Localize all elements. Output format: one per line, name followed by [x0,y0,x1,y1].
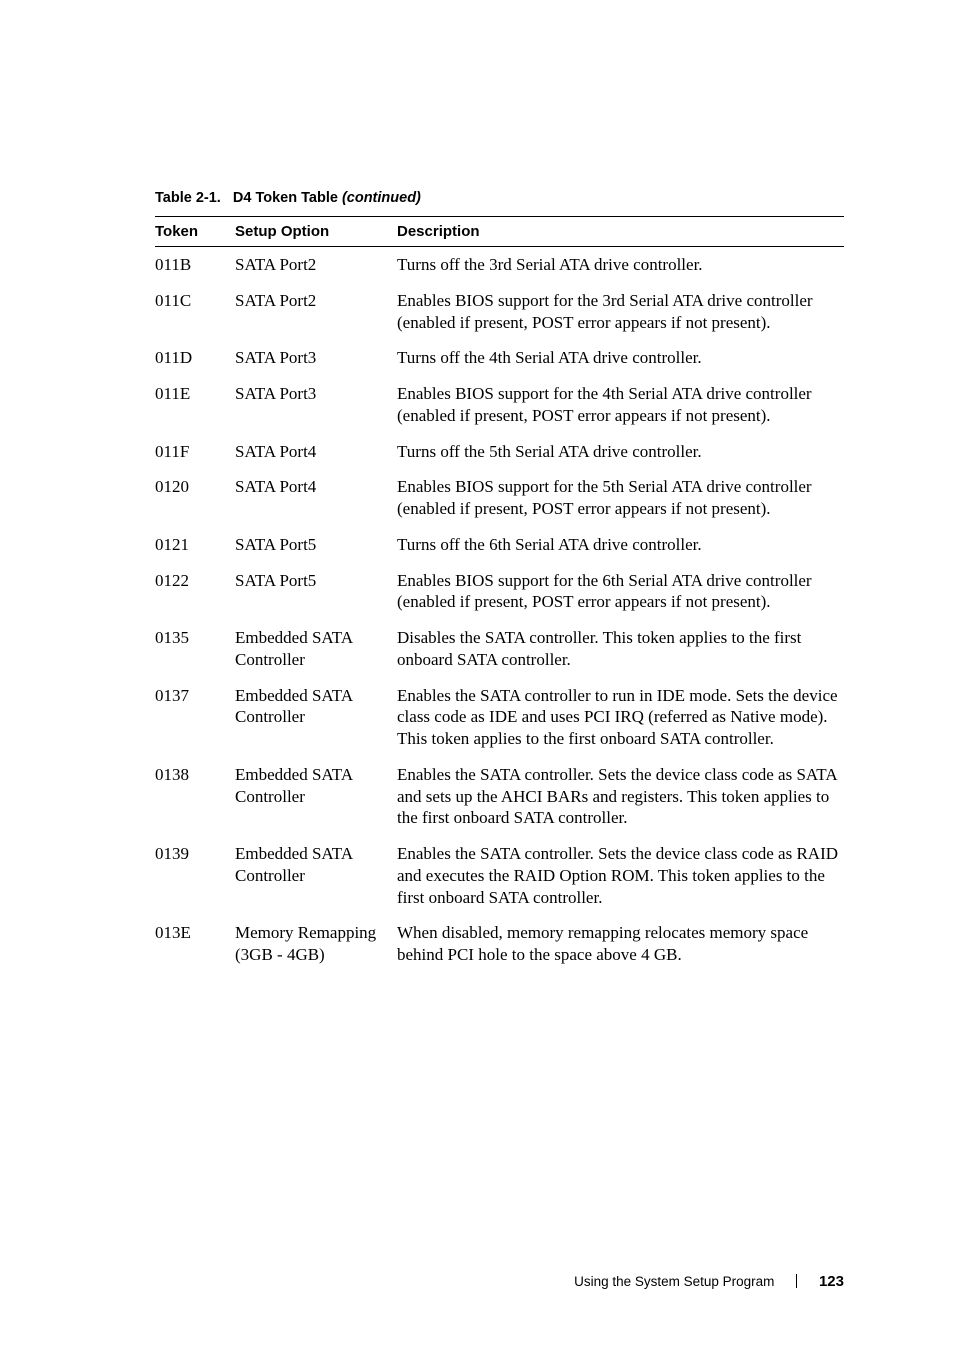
cell-setup: SATA Port5 [235,527,397,563]
caption-continued: (continued) [342,190,421,206]
table-header-row: Token Setup Option Description [155,217,844,247]
cell-token: 013E [155,915,235,973]
cell-setup: Embedded SATA Controller [235,620,397,678]
footer-separator [796,1274,797,1288]
cell-desc: Turns off the 6th Serial ATA drive contr… [397,527,844,563]
cell-token: 0137 [155,678,235,757]
cell-token: 0139 [155,836,235,915]
cell-token: 011D [155,340,235,376]
cell-setup: Embedded SATA Controller [235,757,397,836]
cell-desc: Turns off the 4th Serial ATA drive contr… [397,340,844,376]
header-token: Token [155,217,235,247]
table-row: 011C SATA Port2 Enables BIOS support for… [155,283,844,341]
cell-setup: Embedded SATA Controller [235,678,397,757]
table-row: 0121 SATA Port5 Turns off the 6th Serial… [155,527,844,563]
cell-setup: SATA Port3 [235,376,397,434]
cell-desc: Enables BIOS support for the 4th Serial … [397,376,844,434]
cell-token: 011F [155,434,235,470]
cell-desc: Disables the SATA controller. This token… [397,620,844,678]
cell-desc: Enables BIOS support for the 5th Serial … [397,469,844,527]
cell-setup: SATA Port5 [235,563,397,621]
cell-setup: SATA Port4 [235,434,397,470]
cell-token: 011E [155,376,235,434]
token-table: Token Setup Option Description 011B SATA… [155,216,844,973]
table-row: 0137 Embedded SATA Controller Enables th… [155,678,844,757]
cell-token: 011B [155,247,235,283]
cell-setup: SATA Port2 [235,247,397,283]
cell-setup: Memory Remapping (3GB - 4GB) [235,915,397,973]
table-row: 0138 Embedded SATA Controller Enables th… [155,757,844,836]
table-row: 011D SATA Port3 Turns off the 4th Serial… [155,340,844,376]
table-row: 0135 Embedded SATA Controller Disables t… [155,620,844,678]
table-row: 0120 SATA Port4 Enables BIOS support for… [155,469,844,527]
page-footer: Using the System Setup Program 123 [574,1273,844,1290]
table-row: 011F SATA Port4 Turns off the 5th Serial… [155,434,844,470]
table-caption: Table 2-1. D4 Token Table (continued) [155,190,844,206]
page: Table 2-1. D4 Token Table (continued) To… [0,0,954,1350]
table-row: 0139 Embedded SATA Controller Enables th… [155,836,844,915]
cell-token: 0122 [155,563,235,621]
cell-setup: SATA Port2 [235,283,397,341]
cell-desc: Turns off the 5th Serial ATA drive contr… [397,434,844,470]
cell-token: 0120 [155,469,235,527]
cell-token: 0135 [155,620,235,678]
cell-token: 011C [155,283,235,341]
table-row: 011E SATA Port3 Enables BIOS support for… [155,376,844,434]
header-setup: Setup Option [235,217,397,247]
cell-setup: SATA Port3 [235,340,397,376]
cell-desc: Enables the SATA controller to run in ID… [397,678,844,757]
cell-token: 0138 [155,757,235,836]
cell-desc: Enables the SATA controller. Sets the de… [397,836,844,915]
cell-token: 0121 [155,527,235,563]
page-number: 123 [819,1273,844,1290]
caption-label: Table 2-1. [155,190,221,206]
cell-desc: Enables BIOS support for the 3rd Serial … [397,283,844,341]
cell-desc: Enables the SATA controller. Sets the de… [397,757,844,836]
table-row: 0122 SATA Port5 Enables BIOS support for… [155,563,844,621]
cell-desc: Enables BIOS support for the 6th Serial … [397,563,844,621]
cell-desc: When disabled, memory remapping relocate… [397,915,844,973]
header-description: Description [397,217,844,247]
cell-setup: Embedded SATA Controller [235,836,397,915]
footer-text: Using the System Setup Program [574,1274,774,1289]
cell-desc: Turns off the 3rd Serial ATA drive contr… [397,247,844,283]
table-row: 011B SATA Port2 Turns off the 3rd Serial… [155,247,844,283]
table-row: 013E Memory Remapping (3GB - 4GB) When d… [155,915,844,973]
caption-title: D4 Token Table [233,190,338,206]
cell-setup: SATA Port4 [235,469,397,527]
